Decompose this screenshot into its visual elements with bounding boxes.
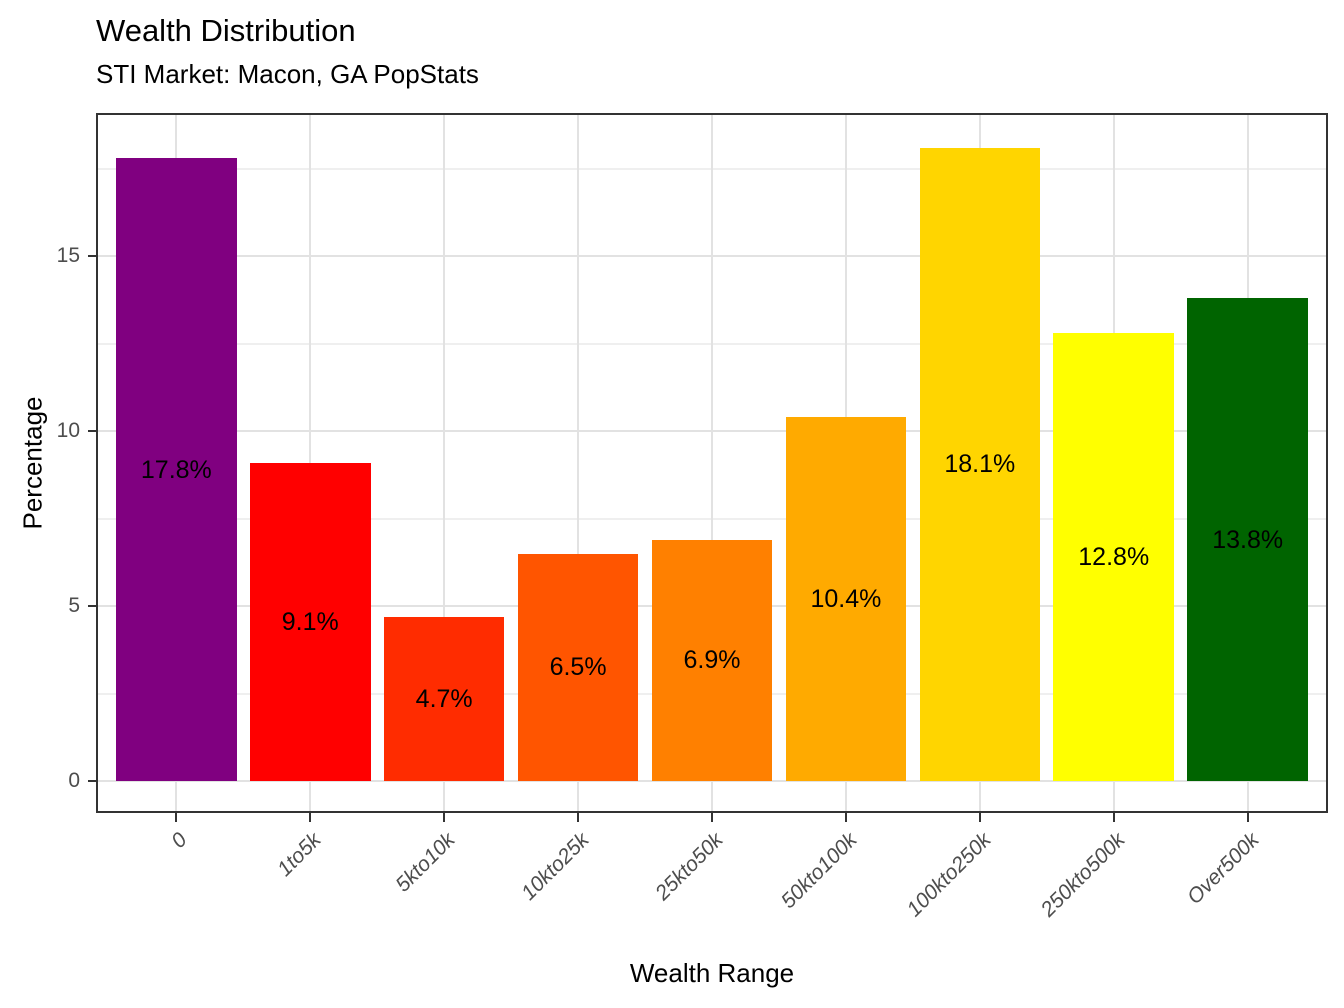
bar-1to5k	[250, 462, 371, 781]
bar-value-label: 12.8%	[1078, 543, 1150, 571]
bar-value-label: 9.1%	[281, 607, 339, 636]
chart-title: Wealth Distribution	[96, 13, 356, 48]
x-tick	[844, 813, 847, 822]
x-tick	[1246, 813, 1249, 822]
bar-0	[116, 158, 237, 781]
bar-25kto50k	[651, 539, 773, 781]
bar-value-label: 4.7%	[415, 684, 473, 713]
x-tick	[711, 813, 713, 822]
x-tick	[443, 813, 446, 822]
y-axis-title: Percentage	[17, 396, 48, 530]
y-tick	[88, 430, 96, 432]
y-tick	[88, 605, 96, 607]
bar-value-label: 6.5%	[549, 653, 607, 682]
y-tick-label: 15	[56, 244, 80, 267]
bar-value-label: 13.8%	[1212, 525, 1284, 554]
bar-value-label: 6.9%	[683, 646, 741, 675]
gridline-v-major	[443, 113, 446, 813]
y-tick-label: 5	[68, 594, 80, 617]
gridline-v-major	[711, 113, 713, 813]
x-tick	[309, 813, 312, 822]
x-tick	[1112, 813, 1115, 822]
bar-10kto25k	[517, 553, 639, 781]
gridline-v-major	[577, 113, 580, 813]
plot-panel: 17.8% 9.1% 4.7% 6.5% 6.9% 10.4% 18.1% 12.8% 13.8…	[96, 113, 1328, 813]
bar-250kto500k	[1053, 333, 1174, 781]
bar-100kto250k	[919, 147, 1041, 781]
chart-subtitle: STI Market: Macon, GA PopStats	[96, 59, 479, 89]
bar-value-label: 17.8%	[140, 455, 212, 484]
bar-value-label: 10.4%	[810, 585, 882, 613]
x-tick	[175, 813, 178, 822]
x-axis-title: Wealth Range	[629, 958, 795, 988]
x-tick	[978, 813, 981, 822]
bar-Over500k	[1187, 298, 1308, 781]
bar-50kto100k	[785, 417, 907, 781]
x-tick	[577, 813, 580, 822]
y-tick	[88, 780, 96, 782]
y-tick-label: 10	[56, 419, 80, 442]
bar-5kto10k	[383, 616, 505, 781]
y-tick	[88, 255, 96, 257]
y-tick-label: 0	[68, 769, 80, 792]
bar-value-label: 18.1%	[944, 450, 1016, 479]
